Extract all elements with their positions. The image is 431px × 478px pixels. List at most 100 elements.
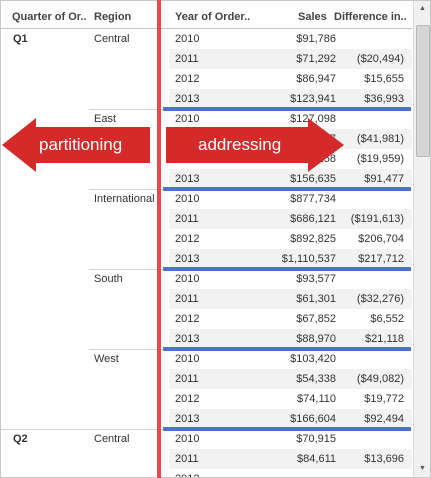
year-cell: 2013 (175, 253, 200, 265)
sales-cell: $88,970 (296, 333, 336, 345)
column-header-sales[interactable]: Sales (298, 11, 327, 23)
sales-cell: $686,121 (290, 213, 336, 225)
difference-cell: ($20,494) (356, 53, 404, 65)
year-cell: 2011 (175, 293, 199, 305)
partition-separator (163, 347, 411, 351)
column-header-difference[interactable]: Difference in.. (334, 11, 407, 23)
region-divider (89, 349, 163, 350)
table-row: 2011 $686,121 ($191,613) (169, 209, 412, 229)
year-cell: 2013 (175, 413, 200, 425)
table-row: 2013 $166,604 $92,494 (169, 409, 412, 429)
table-row: 2010 $103,420 (169, 349, 412, 369)
table-body: Q1 Q2 Central East International South W… (1, 29, 412, 477)
partition-separator (163, 187, 411, 191)
partition-separator (163, 427, 411, 431)
region-label: International (94, 193, 155, 205)
year-cell: 2011 (175, 373, 199, 385)
year-cell: 2011 (175, 213, 199, 225)
year-cell: 2010 (175, 273, 200, 285)
sales-cell: $166,604 (290, 413, 336, 425)
sales-cell: $892,825 (290, 233, 336, 245)
difference-cell: ($191,613) (350, 213, 404, 225)
quarter-divider (1, 429, 163, 430)
column-header-region[interactable]: Region (94, 11, 132, 23)
difference-cell: $13,696 (364, 453, 404, 465)
year-cell: 2010 (175, 353, 200, 365)
sales-cell: $93,577 (296, 273, 336, 285)
table-header: Quarter of Or.. Region Year of Order.. S… (1, 1, 412, 29)
column-header-quarter[interactable]: Quarter of Or.. (12, 11, 87, 23)
addressing-label: addressing (198, 135, 282, 154)
region-divider (89, 269, 163, 270)
year-cell: 2013 (175, 333, 200, 345)
quarter-label: Q2 (13, 433, 28, 445)
year-cell: 2012 (175, 73, 200, 85)
table-row: 2010 $127,098 (169, 109, 412, 129)
table-row: 2013 $156,635 $91,477 (169, 169, 412, 189)
year-cell: 2010 (175, 193, 200, 205)
sales-cell: $156,635 (290, 173, 336, 185)
difference-cell: $21,118 (365, 333, 404, 345)
difference-cell: $91,477 (364, 173, 404, 185)
table-row: 2012 $86,947 $15,655 (169, 69, 412, 89)
region-label: Central (94, 433, 130, 445)
difference-cell: $92,494 (364, 413, 404, 425)
difference-cell: $36,993 (364, 93, 404, 105)
difference-cell: $6,552 (370, 313, 404, 325)
partition-separator (163, 107, 411, 111)
sales-cell: $127,098 (290, 113, 336, 125)
sales-cell: $71,292 (296, 53, 336, 65)
year-cell: 2010 (175, 113, 200, 125)
table-row: 2011 $84,611 $13,696 (169, 449, 412, 469)
year-cell: 2012 (175, 313, 200, 325)
scroll-down-icon[interactable]: ▼ (419, 465, 426, 472)
region-divider (89, 189, 163, 190)
sales-cell: $877,734 (290, 193, 336, 205)
region-label: West (94, 353, 119, 365)
table-row: 2010 $91,786 (169, 29, 412, 49)
table-row: 2010 $70,915 (169, 429, 412, 449)
partitioning-label: partitioning (39, 135, 123, 154)
difference-cell: $15,655 (364, 73, 404, 85)
table-row: 2010 $93,577 (169, 269, 412, 289)
region-divider (89, 109, 163, 110)
difference-cell: ($41,981) (356, 133, 404, 145)
difference-cell: $19,772 (364, 393, 404, 405)
scroll-thumb[interactable] (416, 25, 430, 157)
sales-cell: $54,338 (296, 373, 336, 385)
difference-cell: ($32,276) (356, 293, 404, 305)
year-cell: 2010 (175, 33, 200, 45)
region-label: South (94, 273, 123, 285)
table-row: 2013 $1,110,537 $217,712 (169, 249, 412, 269)
sales-cell: $91,786 (296, 33, 336, 45)
region-label: Central (94, 33, 130, 45)
year-cell: 2013 (175, 93, 200, 105)
sales-cell: $67,852 (296, 313, 336, 325)
sales-cell: $123,941 (290, 93, 336, 105)
partition-boundary-line (157, 0, 161, 478)
region-label: East (94, 113, 117, 125)
difference-cell: $217,712 (358, 253, 404, 265)
table-row: 2010 $877,734 (169, 189, 412, 209)
sales-cell: $84,611 (297, 453, 336, 465)
right-arrow-icon (166, 118, 344, 172)
table-row: 2012 $892,825 $206,704 (169, 229, 412, 249)
difference-cell: ($19,959) (356, 153, 404, 165)
sales-cell: $70,915 (296, 433, 336, 445)
sales-cell: $103,420 (290, 353, 336, 365)
year-cell: 2011 (175, 53, 199, 65)
sales-cell: $61,301 (296, 293, 336, 305)
left-arrow-icon (2, 118, 150, 172)
table-row: 2011 $54,338 ($49,082) (169, 369, 412, 389)
table-row: 2012 $74,110 $19,772 (169, 389, 412, 409)
column-header-year[interactable]: Year of Order.. (175, 11, 251, 23)
year-cell: 2010 (175, 433, 200, 445)
year-cell: 2012 (175, 393, 200, 405)
scroll-up-icon[interactable]: ▲ (419, 5, 426, 12)
year-cell: 2012 (175, 473, 199, 477)
vertical-scrollbar[interactable]: ▲ ▼ (413, 1, 430, 477)
table-row: 2013 $88,970 $21,118 (169, 329, 412, 349)
difference-cell: $206,704 (358, 233, 404, 245)
table-row: 2012 (169, 469, 412, 477)
